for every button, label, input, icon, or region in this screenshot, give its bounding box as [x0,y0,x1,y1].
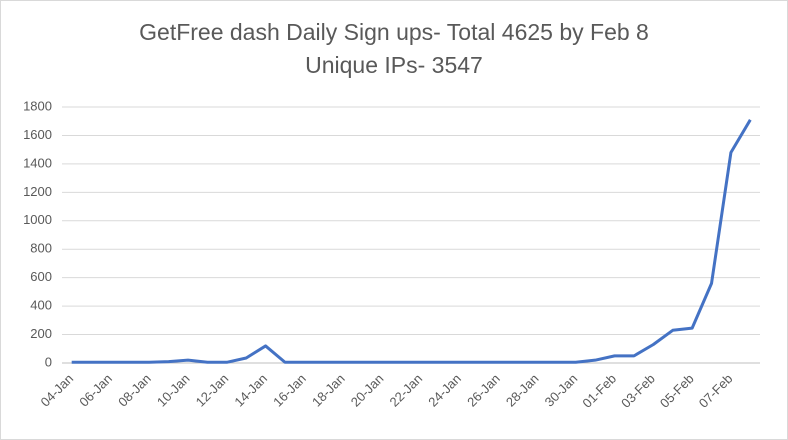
y-tick-label: 1600 [23,127,52,142]
y-tick-label: 200 [30,326,52,341]
y-tick-label: 1400 [23,155,52,170]
chart-title: GetFree dash Daily Sign ups- Total 4625 … [139,19,649,45]
chart-subtitle: Unique IPs- 3547 [305,52,483,78]
y-tick-label: 600 [30,269,52,284]
y-tick-label: 0 [45,354,52,369]
y-tick-label: 1000 [23,212,52,227]
y-tick-label: 1200 [23,184,52,199]
y-tick-label: 800 [30,241,52,256]
y-tick-label: 400 [30,298,52,313]
y-tick-label: 1800 [23,98,52,113]
data-line [71,119,752,364]
